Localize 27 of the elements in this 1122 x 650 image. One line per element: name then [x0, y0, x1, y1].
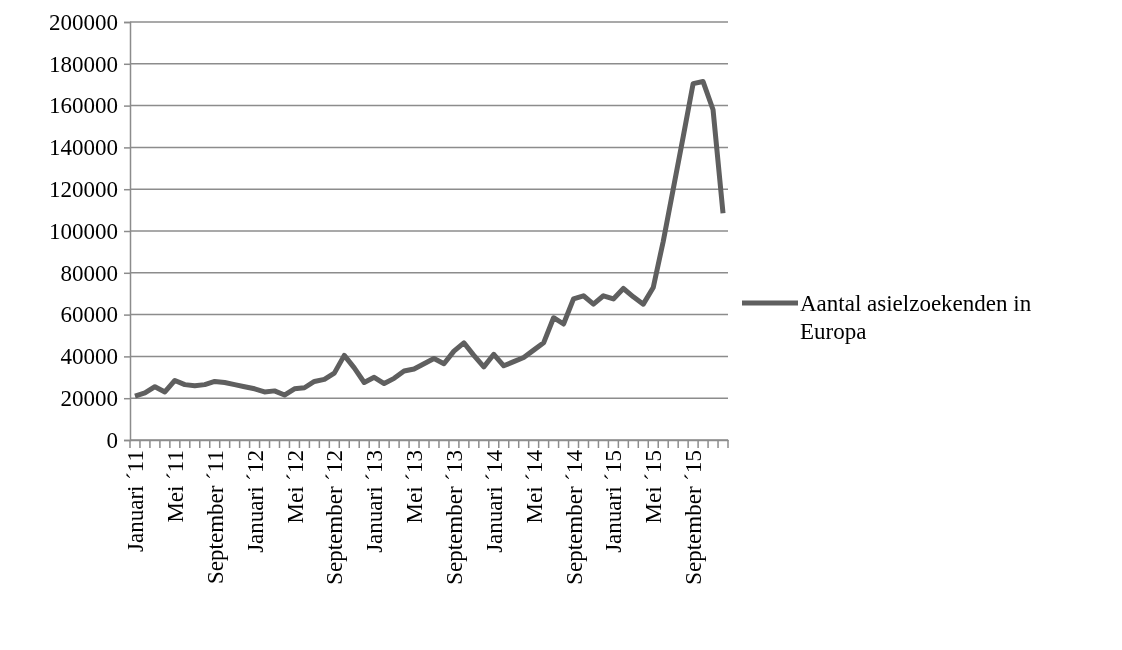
y-tick-label: 80000: [60, 260, 118, 286]
y-tick-label: 0: [106, 427, 118, 453]
y-tick-label: 180000: [49, 51, 118, 77]
x-tick-label: Januari ´12: [242, 450, 268, 553]
x-tick-label: Mei ´11: [162, 450, 188, 523]
y-tick-label: 100000: [49, 218, 118, 244]
x-tick-label: Januari ´13: [362, 450, 388, 553]
y-tick-label: 40000: [60, 344, 118, 370]
y-tick-label: 20000: [60, 386, 118, 412]
x-tick-label: September ´14: [561, 449, 587, 585]
x-tick-label: Mei ´15: [641, 450, 667, 524]
x-tick-label: September ´13: [441, 450, 467, 585]
x-tick-label: September ´15: [681, 450, 707, 585]
x-tick-label: Januari ´14: [481, 449, 507, 553]
y-tick-label: 60000: [60, 302, 118, 328]
x-tick-label: September ´12: [322, 450, 348, 585]
x-tick-label: Mei ´14: [521, 449, 547, 524]
x-tick-label: Mei ´12: [282, 450, 308, 524]
y-tick-label: 120000: [49, 177, 118, 203]
x-tick-label: Januari ´11: [123, 450, 149, 552]
x-tick-label: Mei ´13: [402, 450, 428, 524]
y-tick-label: 140000: [49, 135, 118, 161]
legend-label: Aantal asielzoekenden in Europa: [800, 291, 1032, 344]
x-tick-label: September ´11: [202, 450, 228, 584]
y-tick-label: 160000: [49, 93, 118, 119]
x-tick-label: Januari ´15: [601, 450, 627, 553]
y-tick-label: 200000: [49, 9, 118, 35]
